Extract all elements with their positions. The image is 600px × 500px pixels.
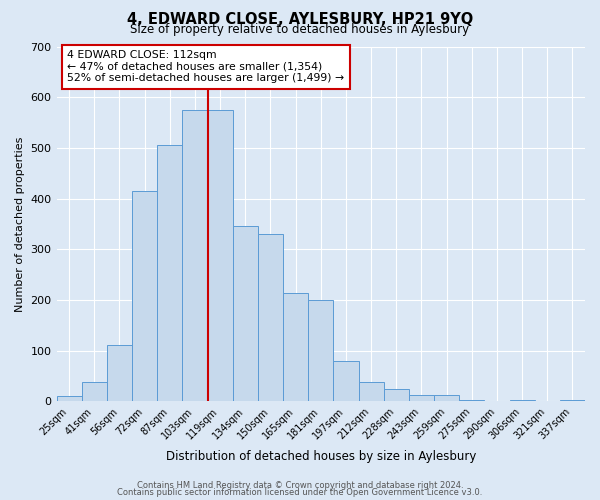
Bar — [82, 382, 107, 402]
Bar — [308, 300, 334, 402]
Bar — [107, 344, 132, 402]
Bar — [233, 226, 258, 402]
Bar — [334, 361, 359, 402]
Bar — [383, 388, 409, 402]
Bar — [409, 394, 434, 402]
Bar — [434, 394, 459, 402]
Bar — [459, 400, 484, 402]
Text: 4 EDWARD CLOSE: 112sqm
← 47% of detached houses are smaller (1,354)
52% of semi-: 4 EDWARD CLOSE: 112sqm ← 47% of detached… — [67, 50, 344, 83]
Bar — [258, 234, 283, 402]
Bar — [208, 110, 233, 402]
Bar — [509, 400, 535, 402]
Text: Size of property relative to detached houses in Aylesbury: Size of property relative to detached ho… — [130, 24, 470, 36]
Text: Contains public sector information licensed under the Open Government Licence v3: Contains public sector information licen… — [118, 488, 482, 497]
Text: Contains HM Land Registry data © Crown copyright and database right 2024.: Contains HM Land Registry data © Crown c… — [137, 481, 463, 490]
Y-axis label: Number of detached properties: Number of detached properties — [15, 136, 25, 312]
Bar — [132, 191, 157, 402]
Text: 4, EDWARD CLOSE, AYLESBURY, HP21 9YQ: 4, EDWARD CLOSE, AYLESBURY, HP21 9YQ — [127, 12, 473, 26]
Bar — [283, 294, 308, 402]
Bar — [560, 400, 585, 402]
X-axis label: Distribution of detached houses by size in Aylesbury: Distribution of detached houses by size … — [166, 450, 476, 462]
Bar — [182, 110, 208, 402]
Bar — [56, 396, 82, 402]
Bar — [157, 146, 182, 402]
Bar — [359, 382, 383, 402]
